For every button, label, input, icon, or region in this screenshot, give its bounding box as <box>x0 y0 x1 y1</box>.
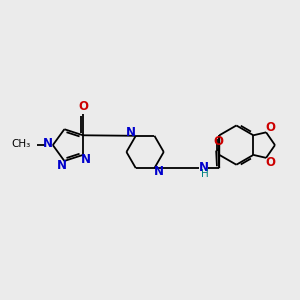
Text: O: O <box>78 100 88 113</box>
Text: O: O <box>265 156 275 169</box>
Text: N: N <box>126 126 136 140</box>
Text: N: N <box>56 159 66 172</box>
Text: H: H <box>201 169 208 179</box>
Text: N: N <box>199 160 208 174</box>
Text: N: N <box>43 136 53 150</box>
Text: CH₃: CH₃ <box>11 139 30 149</box>
Text: N: N <box>154 165 164 178</box>
Text: O: O <box>265 121 275 134</box>
Text: N: N <box>81 153 91 166</box>
Text: O: O <box>213 135 223 148</box>
